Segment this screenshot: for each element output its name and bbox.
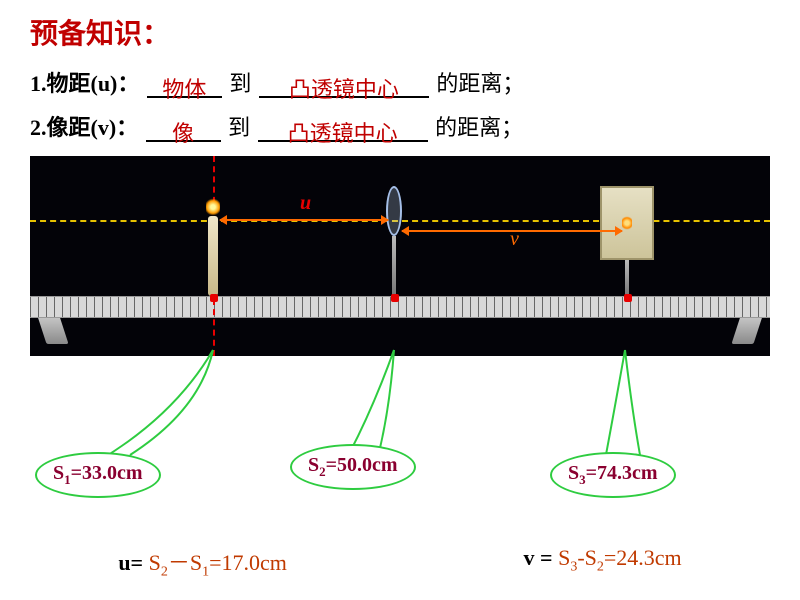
u-label: u xyxy=(300,192,311,215)
callout-s2: S2=50.0cm xyxy=(290,444,416,490)
screen-stand xyxy=(625,260,629,296)
bench-leg-right xyxy=(731,316,762,344)
callout-s3: S3=74.3cm xyxy=(550,452,676,498)
screen-image xyxy=(622,216,632,230)
definition-1: 1.物距(u)： 物体 到 凸透镜中心 的距离； xyxy=(0,60,800,104)
convex-lens xyxy=(386,186,402,236)
candle xyxy=(208,216,218,296)
candle-flame xyxy=(206,198,220,216)
image-screen xyxy=(600,186,654,260)
u-arrow xyxy=(220,215,388,225)
marker-s1 xyxy=(210,294,218,302)
bench-leg-left xyxy=(37,316,68,344)
v-label: v xyxy=(510,228,519,251)
callout-s1: S1=33.0cm xyxy=(35,452,161,498)
ruler xyxy=(30,296,770,318)
definition-2: 2.像距(v)： 像 到 凸透镜中心 的距离； xyxy=(0,104,800,148)
marker-s2 xyxy=(391,294,399,302)
optical-bench-diagram: u v xyxy=(30,156,770,356)
slide-title: 预备知识： xyxy=(0,0,800,60)
formula-v: v = S3-S2=24.3cm xyxy=(524,545,682,580)
marker-s3 xyxy=(624,294,632,302)
formulas-row: u= S2－S1=17.0cm v = S3-S2=24.3cm xyxy=(0,545,800,580)
lens-stand xyxy=(392,236,396,296)
formula-u: u= S2－S1=17.0cm xyxy=(118,545,287,580)
